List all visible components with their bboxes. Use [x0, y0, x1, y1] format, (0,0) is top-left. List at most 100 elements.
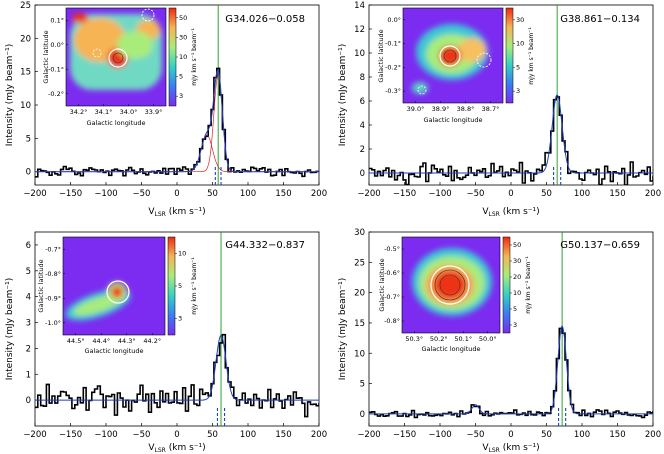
spectrum-panel-g50: −200 −150 −100 −50 0 50 100 150 200051015202530 …: [338, 228, 661, 454]
x-tick-label: −150: [59, 189, 82, 199]
colorbar-tick-label: 30: [513, 257, 521, 265]
colorbar-ticks: 10 5 3: [175, 249, 186, 323]
colorbar-ticks: 50 30 10 5 3: [176, 14, 187, 100]
gaussian-fit: [369, 325, 653, 415]
inset-ticks: 34.2° 34.1° 34.0° 33.9° 0.1° 0.0° -0.1° -0.2°: [48, 16, 162, 116]
x-tick-label: 50: [541, 430, 552, 440]
x-tick-label: 0: [174, 189, 179, 199]
y-tick-label: 0: [26, 396, 31, 406]
inset-y-tick-label: -0.6°: [384, 269, 400, 277]
colorbar: [168, 7, 177, 107]
x-tick-label: 100: [574, 189, 590, 199]
x-tick-label: −100: [94, 430, 117, 440]
gaussian-fit: [369, 94, 653, 174]
y-tick-label: 0: [360, 169, 365, 179]
x-tick-label: 100: [240, 430, 256, 440]
y-axis-label: Intensity (mJy beam⁻¹): [5, 44, 15, 147]
y-tick-label: 25: [354, 258, 365, 268]
inset-x-label: Galactic longitude: [421, 345, 480, 353]
x-tick-label: −50: [133, 430, 151, 440]
component-fit: [35, 134, 319, 173]
inset-x-tick-label: 44.5°: [67, 337, 85, 345]
panel-title: G44.332−0.837: [225, 240, 305, 251]
x-axis-label: VLSR (km s⁻¹): [482, 207, 539, 218]
panel-title: G38.861−0.134: [560, 14, 640, 25]
inset-map: 39.0° 38.9° 38.8° 38.7°0.0°-0.1°-0.2°-0.3° …: [377, 7, 535, 124]
x-tick-label: −150: [393, 189, 416, 199]
y-tick-label: 15: [20, 68, 31, 78]
inset-y-tick-label: 0.0°: [50, 41, 64, 49]
inset-y-tick-label: -0.1°: [385, 40, 401, 48]
panel-title: G50.137−0.659: [560, 240, 640, 251]
contour: [112, 52, 124, 64]
colorbar: [502, 236, 511, 334]
x-tick-label: 50: [207, 189, 218, 199]
dashed-circle: [476, 52, 492, 68]
spectrum-histogram: [369, 96, 653, 185]
axis-ticks: −200 −150 −100 −50 0 50 100 150 200 0 5 10 15 20 25: [20, 1, 327, 199]
inset-y-tick-label: -0.1°: [48, 65, 64, 73]
inset-x-tick-label: 34.1°: [95, 108, 113, 116]
inset-y-label: Galactic latitude: [377, 29, 385, 82]
colorbar-tick-label: 3: [178, 315, 182, 323]
colorbar-tick-label: 5: [516, 63, 520, 71]
colorbar-label: mJy km s⁻¹ beam⁻¹: [525, 256, 532, 314]
y-tick-label: 1: [26, 370, 31, 380]
x-tick-label: −150: [393, 430, 416, 440]
inset-map: 44.5° 44.4° 44.3° 44.2° -0.7° -0.8° -0.9° -1.0°…: [37, 236, 198, 355]
x-tick-label: 200: [311, 189, 327, 199]
spectrum-series: [35, 5, 319, 185]
dashed-circle: [92, 48, 102, 58]
colorbar-ticks: 30 10 5 3: [513, 16, 524, 95]
panel-title: G34.026−0.058: [225, 14, 305, 25]
x-tick-label: −50: [133, 189, 151, 199]
colorbar-tick-label: 50: [179, 14, 187, 22]
colorbar-tick-label: 5: [179, 73, 183, 81]
x-tick-label: 0: [508, 430, 513, 440]
x-tick-label: 150: [275, 189, 291, 199]
inset-x-tick-label: 44.2°: [143, 337, 161, 345]
y-tick-label: 20: [354, 289, 365, 299]
x-tick-label: −150: [59, 430, 82, 440]
x-tick-label: 100: [240, 189, 256, 199]
inset-y-label: Galactic latitude: [378, 258, 386, 311]
colorbar-tick-label: 3: [516, 87, 520, 95]
inset-x-tick-label: 38.8°: [457, 105, 475, 113]
y-tick-label: 25: [20, 1, 31, 11]
x-tick-label: 200: [645, 189, 661, 199]
y-tick-label: 4: [26, 293, 31, 303]
x-tick-label: 200: [645, 430, 661, 440]
colorbar: [505, 7, 514, 104]
inset-x-tick-label: 39.0°: [407, 105, 425, 113]
inset-y-tick-label: -0.2°: [48, 90, 64, 98]
x-tick-label: −200: [357, 430, 380, 440]
spectrum-panel-g34: −200 −150 −100 −50 0 50 100 150 200 0 5 10 15 20 25 G3…: [5, 1, 327, 218]
x-axis-label: VLSR (km s⁻¹): [148, 443, 205, 454]
inset-map: 50.3° 50.2° 50.1° 50.0° -0.5° -0.6° -0.7° -0.8°…: [378, 236, 532, 353]
contour: [443, 49, 457, 63]
y-tick-label: 0: [26, 168, 31, 178]
y-tick-label: 5: [26, 134, 31, 144]
source-circle: [106, 280, 130, 304]
inset-x-tick-label: 34.2°: [70, 108, 88, 116]
colorbar-tick-label: 5: [178, 282, 182, 290]
y-tick-label: 8: [360, 73, 365, 83]
inset-x-tick-label: 44.4°: [92, 337, 110, 345]
inset-x-tick-label: 50.0°: [479, 335, 497, 343]
y-axis-label: Intensity (mJy beam⁻¹): [338, 278, 348, 381]
x-tick-label: 100: [574, 430, 590, 440]
inset-y-label: Galactic latitude: [37, 259, 45, 312]
colorbar-label: mJy km s⁻¹ beam⁻¹: [191, 257, 198, 315]
x-tick-label: −100: [428, 189, 451, 199]
inset-y-tick-label: -0.8°: [384, 317, 400, 325]
y-tick-label: 0: [360, 410, 365, 420]
y-tick-label: 4: [360, 121, 365, 131]
y-axis-label: Intensity (mJy beam⁻¹): [5, 278, 15, 381]
source-circle: [430, 265, 470, 305]
inset-y-tick-label: -0.2°: [385, 63, 401, 71]
colorbar-tick-label: 10: [516, 40, 524, 48]
x-tick-label: −100: [428, 430, 451, 440]
x-tick-label: 0: [174, 430, 179, 440]
y-tick-label: 10: [20, 101, 31, 111]
y-tick-label: 10: [354, 349, 365, 359]
